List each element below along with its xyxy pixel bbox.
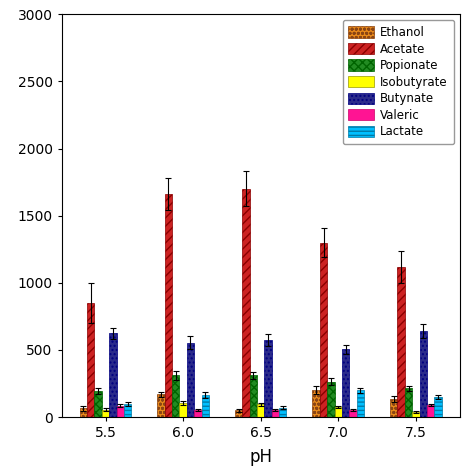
Bar (201, 395, 209, 417)
Bar (242, 189, 250, 417)
Bar (342, 349, 349, 417)
Bar (109, 333, 117, 417)
Bar (390, 399, 398, 417)
Bar (434, 397, 442, 417)
Bar (194, 410, 201, 417)
Bar (187, 343, 194, 417)
Bar (164, 194, 172, 417)
Bar (124, 404, 131, 417)
X-axis label: pH: pH (249, 448, 272, 466)
Bar (235, 410, 242, 417)
Bar (80, 409, 87, 417)
Bar (335, 407, 342, 417)
Bar (87, 303, 94, 417)
Bar (427, 405, 434, 417)
Bar (172, 375, 180, 417)
Bar (320, 243, 327, 417)
Bar (257, 404, 264, 417)
Bar (412, 412, 419, 417)
Bar (250, 375, 257, 417)
Bar (405, 388, 412, 417)
Bar (94, 391, 102, 417)
Bar (357, 390, 364, 417)
Bar (180, 403, 187, 417)
Bar (102, 410, 109, 417)
Bar (419, 331, 427, 417)
Bar (272, 410, 279, 417)
Bar (157, 394, 164, 417)
Bar (327, 382, 335, 417)
Bar (117, 406, 124, 417)
Bar (264, 340, 272, 417)
Bar (279, 408, 286, 417)
Bar (349, 410, 357, 417)
Bar (312, 390, 320, 417)
Legend: Ethanol, Acetate, Popionate, Isobutyrate, Butynate, Valeric, Lactate: Ethanol, Acetate, Popionate, Isobutyrate… (343, 20, 454, 144)
Bar (398, 267, 405, 417)
